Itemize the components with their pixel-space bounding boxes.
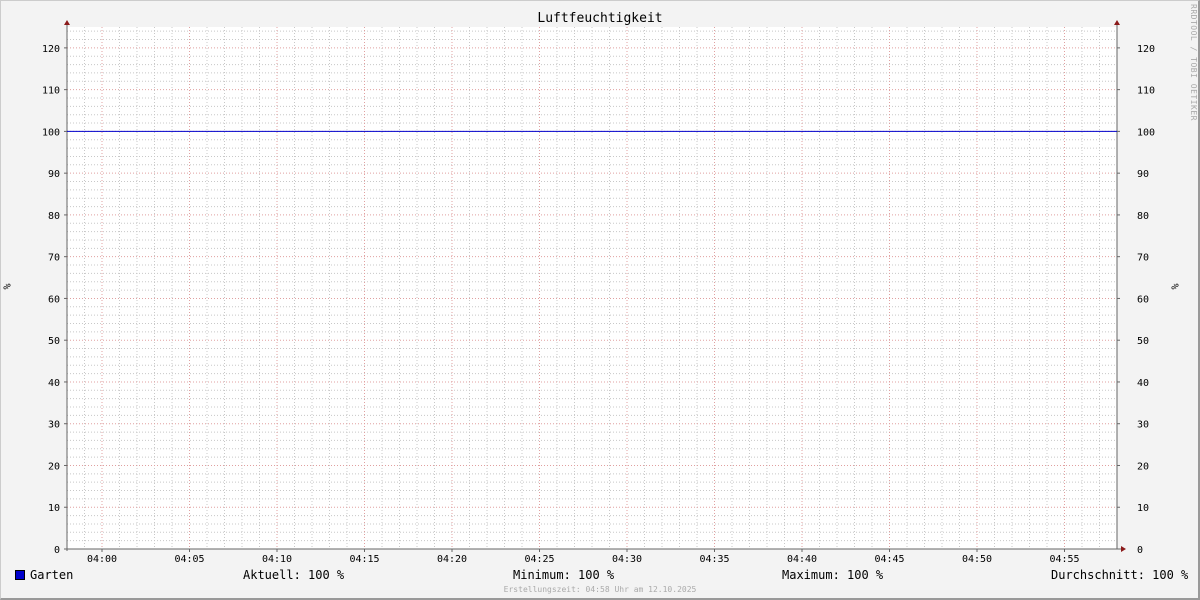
x-tick-label: 04:20 <box>437 554 467 565</box>
x-tick-label: 04:30 <box>612 554 642 565</box>
y-tick-label-right: 30 <box>1137 420 1149 431</box>
y-tick-label-right: 50 <box>1137 336 1149 347</box>
y-tick-label-left: 80 <box>48 211 60 222</box>
x-tick-label: 04:40 <box>787 554 817 565</box>
y-tick-label-left: 40 <box>48 378 60 389</box>
legend-average: Durchschnitt: 100 % <box>1051 568 1189 582</box>
x-tick-label: 04:55 <box>1049 554 1079 565</box>
y-tick-label-right: 20 <box>1137 461 1149 472</box>
y-tick-label-right: 120 <box>1137 44 1155 55</box>
y-tick-label-right: 100 <box>1137 127 1155 138</box>
legend-maximum: Maximum: 100 % <box>782 568 884 582</box>
y-tick-label-left: 20 <box>48 461 60 472</box>
y-tick-label-left: 90 <box>48 169 60 180</box>
y-axis-arrow-right <box>1114 20 1120 25</box>
y-tick-label-left: 60 <box>48 294 60 305</box>
y-tick-label-right: 10 <box>1137 503 1149 514</box>
y-axis-arrow-left <box>64 20 70 25</box>
footer-timestamp: Erstellungszeit: 04:58 Uhr am 12.10.2025 <box>503 585 697 594</box>
y-tick-label-right: 80 <box>1137 211 1149 222</box>
x-tick-label: 04:00 <box>87 554 117 565</box>
x-tick-label: 04:10 <box>262 554 292 565</box>
y-tick-label-left: 70 <box>48 253 60 264</box>
x-tick-label: 04:15 <box>349 554 379 565</box>
x-tick-label: 04:25 <box>524 554 554 565</box>
legend-series-name: Garten <box>30 568 74 582</box>
y-tick-label-left: 100 <box>42 127 60 138</box>
watermark: RRDTOOL / TOBI OETIKER <box>1189 4 1198 121</box>
y-tick-label-right: 60 <box>1137 294 1149 305</box>
y-tick-label-right: 70 <box>1137 253 1149 264</box>
x-tick-label: 04:45 <box>874 554 904 565</box>
x-tick-label: 04:35 <box>699 554 729 565</box>
y-tick-label-left: 30 <box>48 420 60 431</box>
legend-swatch-garten <box>15 570 25 580</box>
y-tick-label-right: 90 <box>1137 169 1149 180</box>
x-axis-arrow <box>1121 546 1126 552</box>
y-tick-label-left: 110 <box>42 86 60 97</box>
y-tick-label-left: 120 <box>42 44 60 55</box>
chart-title: Luftfeuchtigkeit <box>537 11 663 26</box>
x-tick-label: 04:05 <box>174 554 204 565</box>
x-tick-label: 04:50 <box>962 554 992 565</box>
y-axis-label-left: % <box>2 283 14 290</box>
y-tick-label-left: 50 <box>48 336 60 347</box>
legend-current: Aktuell: 100 % <box>243 568 345 582</box>
y-tick-label-right: 110 <box>1137 86 1155 97</box>
y-tick-label-left: 0 <box>54 545 60 556</box>
y-tick-label-right: 40 <box>1137 378 1149 389</box>
y-axis-label-right: % <box>1170 283 1182 290</box>
y-tick-label-right: 0 <box>1137 545 1143 556</box>
legend-minimum: Minimum: 100 % <box>513 568 615 582</box>
y-tick-label-left: 10 <box>48 503 60 514</box>
